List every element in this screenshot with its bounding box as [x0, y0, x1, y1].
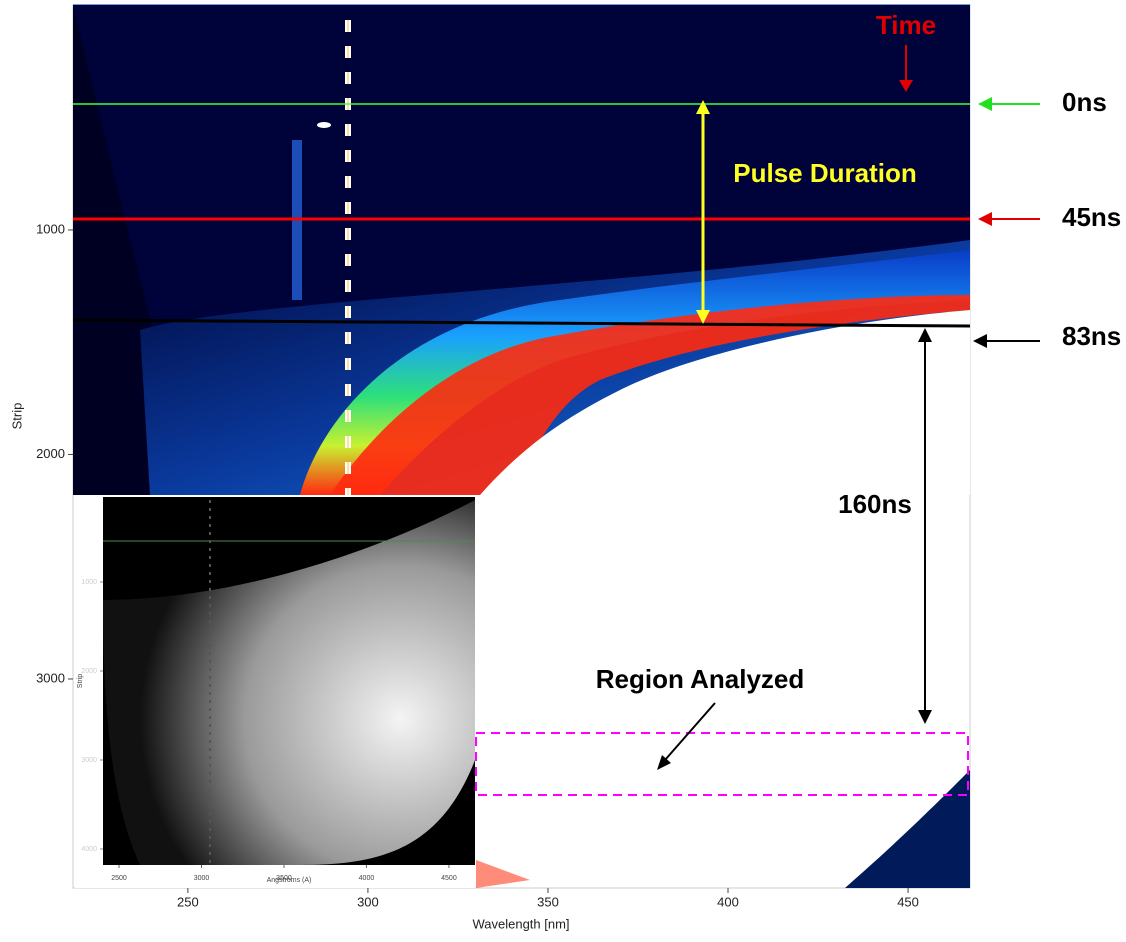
x-axis-label: Wavelength [nm]	[472, 916, 569, 931]
line-83ns	[72, 318, 971, 328]
y-tick-label: 1000	[81, 579, 97, 586]
y-tick-label: 3000	[36, 670, 65, 685]
x-tick-label: 4000	[359, 875, 375, 882]
annotation: 160ns	[838, 489, 912, 519]
arrows	[657, 45, 1040, 770]
x-tick-label: 350	[537, 894, 559, 909]
annotation: 83ns	[1062, 321, 1121, 351]
annotation: Pulse Duration	[733, 158, 916, 188]
x-tick-label: 2500	[111, 875, 127, 882]
y-tick-label: 4000	[81, 846, 97, 853]
x-tick-label: 3000	[194, 875, 210, 882]
x-tick-label: 250	[177, 894, 199, 909]
y-tick-label: 2000	[36, 446, 65, 461]
y-tick-label: 3000	[81, 757, 97, 764]
y-axis-label: Strip	[9, 403, 24, 430]
annotation: Region Analyzed	[596, 664, 805, 694]
annotation: 45ns	[1062, 202, 1121, 232]
y-tick-label: 2000	[81, 668, 97, 675]
inset-y-label: Strip	[77, 674, 84, 689]
x-tick-label: 400	[717, 894, 739, 909]
x-tick-label: 300	[357, 894, 379, 909]
detector-edge	[845, 770, 970, 888]
annotation: 0ns	[1062, 87, 1107, 117]
region-box	[475, 732, 969, 796]
x-tick-label: 450	[897, 894, 919, 909]
x-tick-label: 4500	[441, 875, 457, 882]
inset-glow	[103, 500, 475, 865]
inset-x-label: Angstroms (A)	[267, 877, 312, 884]
x-tick-label: 3500	[276, 875, 292, 882]
spectrogram	[73, 5, 970, 495]
annotation: Time	[876, 10, 936, 40]
speckles	[476, 860, 530, 888]
y-tick-label: 1000	[36, 221, 65, 236]
